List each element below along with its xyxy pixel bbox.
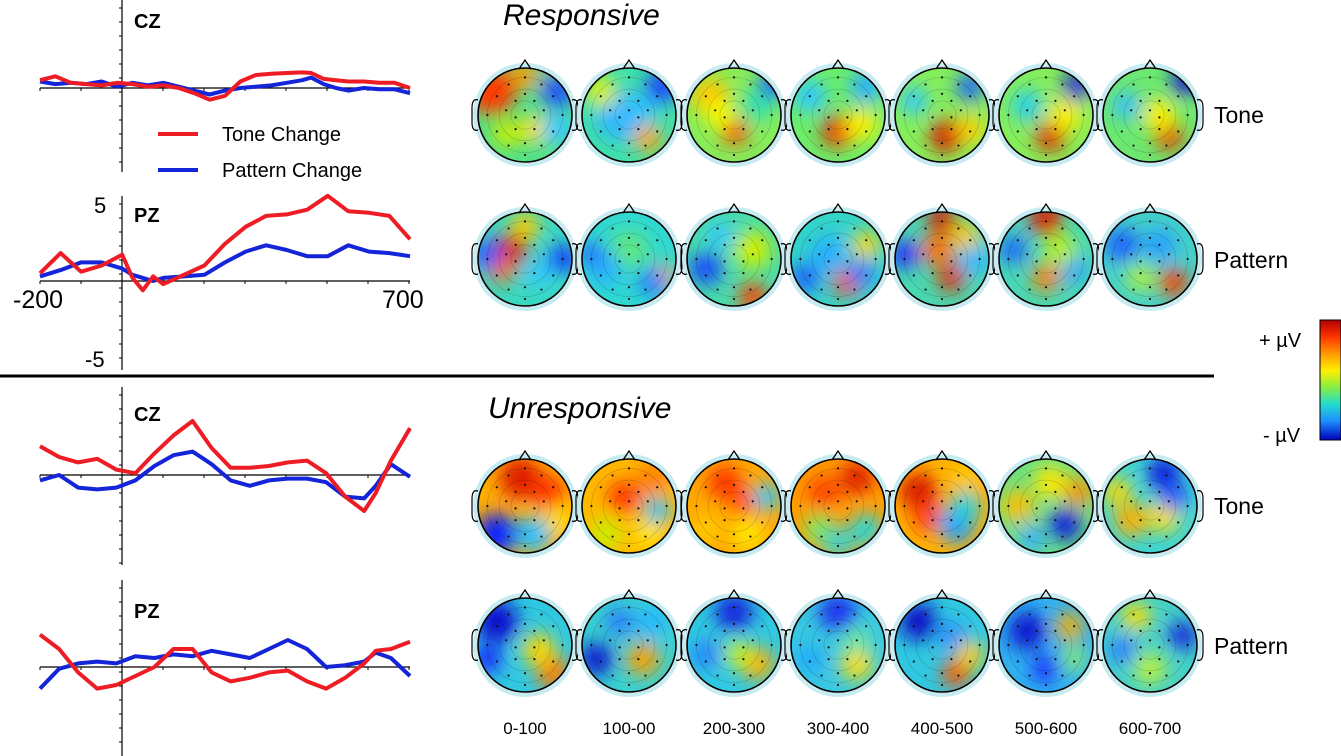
topomap-responsive-tone (471, 58, 579, 167)
colorbar-gradient (1319, 319, 1341, 441)
tone-change-trace (38, 633, 411, 691)
legend-tone-label: Tone Change (222, 124, 341, 146)
channel-label-pz: PZ (134, 601, 160, 623)
x-axis-max-label: 700 (382, 286, 424, 314)
time-window-labels: 0-100 100-00 200-300 300-400 400-500 500-600 6… (503, 719, 1181, 738)
channel-label-cz: CZ (134, 11, 161, 33)
time-window-label: 500-600 (1015, 719, 1077, 738)
topomap-unresponsive-tone (888, 449, 996, 558)
erp-panel-unresponsive-pz: PZ (38, 580, 412, 756)
time-window-label: 400-500 (911, 719, 973, 738)
topomap-unresponsive-tone (680, 449, 788, 558)
topomap-unresponsive-tone (575, 449, 683, 558)
tone-change-trace (39, 70, 411, 102)
erp-panel-responsive-cz: CZ (39, 0, 411, 172)
section-title-responsive: Responsive (503, 0, 660, 32)
colorbar-top-label: + µV (1259, 330, 1302, 352)
x-axis-min-label: -200 (13, 286, 63, 314)
colorbar-bottom-label: - µV (1263, 425, 1301, 447)
topomap-unresponsive-tone (471, 449, 579, 558)
pattern-change-trace (38, 638, 412, 690)
topomap-unresponsive-pattern (784, 588, 892, 697)
row-label-pattern: Pattern (1214, 247, 1288, 273)
topomap-responsive-tone (784, 58, 892, 167)
topomap-responsive-pattern (784, 202, 892, 311)
erp-panel-responsive-pz: PZ 5 -5 -200 700 (13, 193, 424, 372)
topomap-responsive-pattern (680, 202, 788, 311)
topomap-responsive-pattern (888, 202, 996, 311)
topomap-unresponsive-pattern (992, 588, 1100, 697)
time-window-label: 100-00 (603, 719, 656, 738)
topomap-unresponsive-pattern (471, 588, 579, 697)
y-axis-min-label: -5 (85, 347, 105, 372)
channel-label-cz: CZ (134, 404, 161, 426)
time-window-label: 200-300 (703, 719, 765, 738)
time-window-label: 600-700 (1119, 719, 1181, 738)
topomap-unresponsive-tone (992, 449, 1100, 558)
y-axis-max-label: 5 (94, 193, 106, 218)
topomap-unresponsive-tone (784, 449, 892, 558)
topomap-unresponsive-tone (1096, 449, 1204, 558)
topomap-responsive-tone (575, 58, 683, 167)
time-window-label: 0-100 (503, 719, 546, 738)
topomap-unresponsive-pattern (888, 588, 996, 697)
pattern-change-trace (39, 243, 411, 283)
row-label-tone: Tone (1214, 102, 1264, 128)
topomap-unresponsive-pattern (680, 588, 788, 697)
topomap-responsive-pattern (471, 202, 579, 311)
topomap-responsive-pattern (992, 202, 1100, 311)
topomap-responsive-tone (1096, 58, 1204, 167)
topomap-unresponsive-pattern (1096, 588, 1204, 697)
colorbar: + µV - µV (1259, 319, 1341, 447)
topomap-grid (471, 58, 1204, 697)
tone-change-trace (38, 193, 412, 293)
legend: Tone Change Pattern Change (158, 124, 362, 182)
pattern-change-trace (39, 449, 412, 501)
topomap-responsive-tone (888, 58, 996, 167)
row-label-pattern: Pattern (1214, 633, 1288, 659)
topomap-responsive-pattern (1096, 202, 1204, 311)
section-title-unresponsive: Unresponsive (488, 392, 671, 425)
erp-panel-unresponsive-cz: CZ (39, 387, 412, 565)
channel-label-pz: PZ (134, 205, 160, 227)
row-label-tone: Tone (1214, 493, 1264, 519)
topomap-unresponsive-pattern (575, 588, 683, 697)
time-window-label: 300-400 (807, 719, 869, 738)
topomap-responsive-tone (680, 58, 788, 167)
topomap-responsive-pattern (575, 202, 683, 311)
tone-change-trace (39, 419, 412, 513)
topomap-responsive-tone (992, 58, 1100, 167)
legend-pattern-label: Pattern Change (222, 160, 362, 182)
